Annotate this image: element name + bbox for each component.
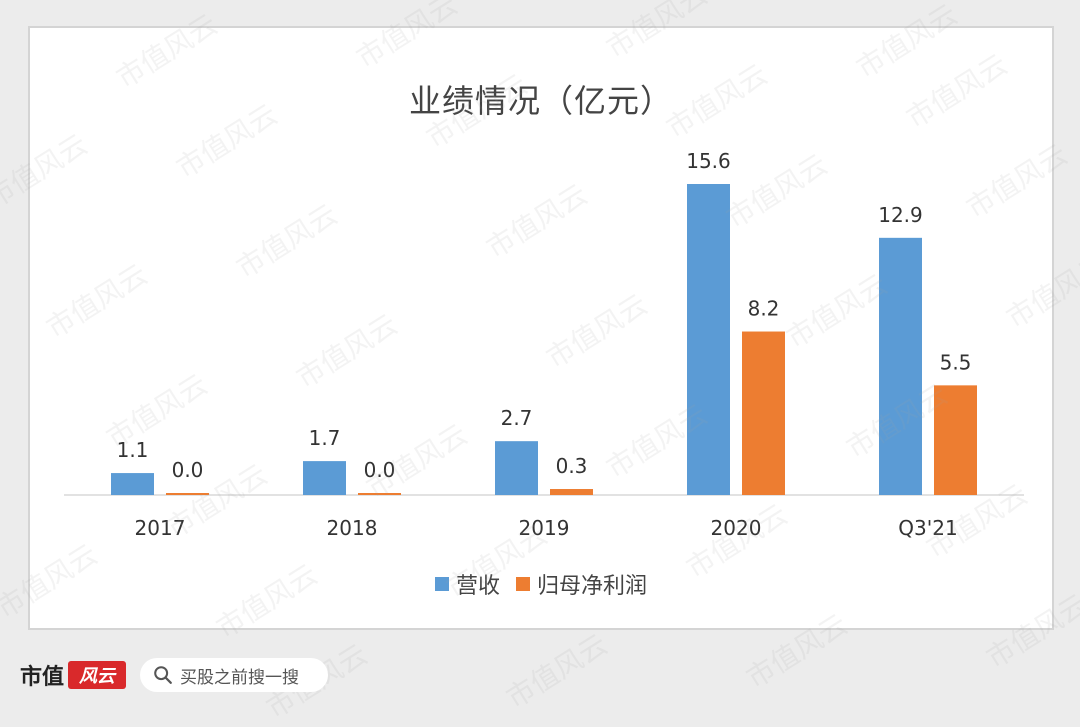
bar-net-profit-0: [166, 493, 209, 495]
data-label-net-profit-4: 5.5: [940, 350, 972, 374]
bar-revenue-1: [303, 461, 346, 495]
bar-revenue-2: [495, 441, 538, 495]
legend-item-revenue: 营收: [434, 568, 500, 600]
data-label-net-profit-2: 0.3: [556, 454, 588, 478]
chart-card: 业绩情况（亿元） 1.1 0.0 2017 1.7 0.0 2018 2.7 0.3 2019 1…: [28, 26, 1054, 630]
search-placeholder: 买股之前搜一搜: [180, 667, 300, 688]
data-label-revenue-1: 1.7: [309, 426, 341, 450]
x-tick-label-3: 2020: [711, 516, 762, 540]
bar-net-profit-4: [934, 385, 977, 495]
bar-revenue-4: [879, 237, 922, 496]
legend-swatch-net-profit: [516, 577, 530, 591]
x-tick-label-4: Q3'21: [898, 516, 957, 540]
data-label-revenue-2: 2.7: [501, 406, 533, 430]
x-tick-label-0: 2017: [135, 516, 186, 540]
bar-net-profit-3: [742, 331, 785, 495]
legend-label-revenue: 营收: [455, 574, 500, 599]
search-box[interactable]: 买股之前搜一搜: [140, 658, 329, 692]
bar-revenue-3: [687, 184, 730, 495]
brand-logo[interactable]: 市值 风云: [20, 659, 127, 691]
bar-chart: 1.1 0.0 2017 1.7 0.0 2018 2.7 0.3 2019 15.6 8.2 202…: [64, 149, 1024, 540]
data-label-revenue-3: 15.6: [686, 149, 731, 173]
legend: 营收 归母净利润: [30, 568, 1052, 600]
chart-title: 业绩情况（亿元）: [408, 82, 673, 120]
search-icon: [154, 666, 172, 684]
legend-item-net-profit: 归母净利润: [516, 568, 647, 600]
legend-label-net-profit: 归母净利润: [537, 574, 648, 599]
bar-net-profit-1: [358, 493, 401, 495]
x-tick-label-2: 2019: [519, 516, 570, 540]
x-tick-label-1: 2018: [327, 516, 378, 540]
brand-badge: 风云: [68, 661, 127, 689]
data-label-net-profit-0: 0.0: [172, 458, 204, 482]
data-label-net-profit-3: 8.2: [748, 297, 780, 321]
data-label-revenue-0: 1.1: [117, 438, 149, 462]
footer-bar: 市值 风云 买股之前搜一搜: [0, 642, 1080, 708]
brand-text: 市值: [20, 665, 65, 690]
data-label-revenue-4: 12.9: [878, 203, 923, 227]
bar-revenue-0: [111, 473, 154, 495]
legend-swatch-revenue: [434, 577, 449, 591]
bar-net-profit-2: [550, 489, 593, 495]
data-label-net-profit-1: 0.0: [364, 458, 396, 482]
